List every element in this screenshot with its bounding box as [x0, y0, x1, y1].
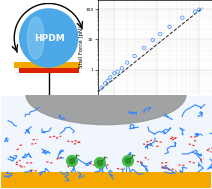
Point: [142, 46, 146, 50]
Point: [159, 33, 162, 36]
Point: [151, 39, 154, 42]
Point: [100, 86, 103, 89]
Circle shape: [67, 155, 78, 166]
Point: [113, 72, 116, 75]
Bar: [1, 172, 211, 188]
Point: [126, 61, 129, 64]
Point: [181, 16, 184, 19]
Bar: [14, 62, 80, 73]
Ellipse shape: [27, 17, 44, 59]
X-axis label: Motor Polyvalency: Motor Polyvalency: [130, 104, 180, 109]
Point: [198, 8, 201, 11]
Circle shape: [95, 157, 106, 168]
Point: [103, 82, 107, 85]
Point: [168, 25, 171, 28]
Ellipse shape: [26, 64, 186, 125]
Bar: [19, 67, 79, 73]
Point: [106, 79, 110, 82]
Circle shape: [70, 158, 74, 163]
Text: HPDM: HPDM: [34, 34, 65, 43]
Point: [193, 10, 197, 13]
Circle shape: [98, 160, 102, 165]
Point: [109, 76, 112, 79]
Point: [116, 70, 119, 73]
Circle shape: [123, 155, 134, 166]
Y-axis label: Stall Force (pN): Stall Force (pN): [79, 26, 84, 68]
Point: [133, 55, 136, 58]
Point: [120, 67, 124, 70]
Bar: [14, 62, 80, 68]
Circle shape: [126, 158, 131, 163]
Circle shape: [20, 9, 78, 67]
